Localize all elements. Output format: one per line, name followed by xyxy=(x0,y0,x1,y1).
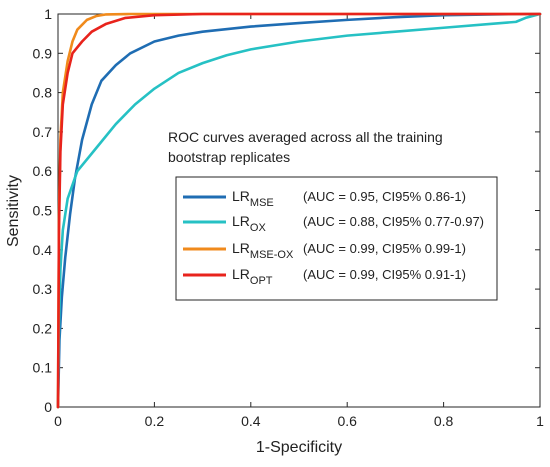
x-axis-label: 1-Specificity xyxy=(256,439,342,456)
legend-entries: LRMSE (AUC = 0.95, CI95% 0.86-1)LROX (AUC … xyxy=(183,188,484,287)
x-tick-label: 0.2 xyxy=(145,413,165,429)
legend-label-base: LR xyxy=(232,213,250,229)
legend-detail: (AUC = 0.95, CI95% 0.86-1) xyxy=(303,189,466,204)
y-tick-label: 0.2 xyxy=(33,320,53,336)
roc-curves xyxy=(56,12,542,409)
x-tick-label: 1 xyxy=(536,413,544,429)
y-axis-label: Sensitivity xyxy=(5,175,22,247)
legend-label-base: LR xyxy=(232,188,250,204)
x-axis-ticks: 0 0.2 0.4 0.6 0.8 1 xyxy=(54,14,544,429)
y-tick-label: 0.9 xyxy=(33,45,53,61)
legend-label: LRMSE xyxy=(232,188,274,209)
y-tick-label: 0.5 xyxy=(33,203,53,219)
legend-detail: (AUC = 0.99, CI95% 0.91-1) xyxy=(303,267,466,282)
annotation-line-2: bootstrap replicates xyxy=(168,149,290,165)
y-tick-label: 0.7 xyxy=(33,124,53,140)
legend-label-subscript: OPT xyxy=(250,275,273,287)
legend-label-subscript: OX xyxy=(250,222,267,234)
legend-label: LROPT xyxy=(232,266,273,287)
x-tick-label: 0 xyxy=(54,413,62,429)
x-tick-label: 0.6 xyxy=(337,413,357,429)
y-tick-label: 0.3 xyxy=(33,281,53,297)
roc-curve-mse xyxy=(56,12,542,409)
roc-curve-opt xyxy=(56,12,542,409)
y-tick-label: 0 xyxy=(44,399,52,415)
roc-curve-ox xyxy=(56,12,542,409)
legend-label: LROX xyxy=(232,213,266,234)
y-tick-label: 0.6 xyxy=(33,163,53,179)
legend-label: LRMSE-OX xyxy=(232,240,294,261)
x-tick-label: 0.4 xyxy=(241,413,261,429)
annotation-line-1: ROC curves averaged across all the train… xyxy=(168,129,443,145)
y-tick-label: 0.8 xyxy=(33,85,53,101)
legend-label-base: LR xyxy=(232,266,250,282)
legend-box xyxy=(175,176,498,301)
legend-detail: (AUC = 0.88, CI95% 0.77-0.97) xyxy=(303,214,484,229)
y-tick-label: 0.1 xyxy=(33,360,53,376)
legend-label-base: LR xyxy=(232,240,250,256)
y-tick-label: 1 xyxy=(44,6,52,22)
legend-detail: (AUC = 0.99, CI95% 0.99-1) xyxy=(303,241,466,256)
y-tick-label: 0.4 xyxy=(33,242,53,258)
y-axis-ticks: 0 0.1 0.2 0.3 0.4 0.5 0.6 0.7 0.8 0.9 1 xyxy=(33,6,540,415)
x-tick-label: 0.8 xyxy=(434,413,454,429)
legend-label-subscript: MSE-OX xyxy=(250,249,294,261)
legend-label-subscript: MSE xyxy=(250,197,274,209)
